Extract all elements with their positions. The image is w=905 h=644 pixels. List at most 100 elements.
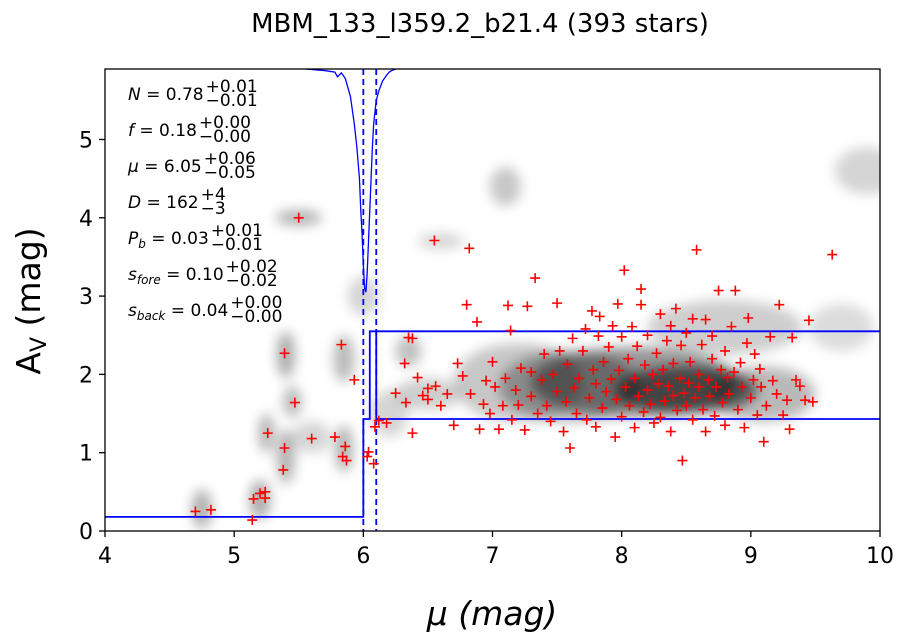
star-marker (652, 378, 663, 389)
star-marker (655, 309, 666, 320)
param-D-lower-err: −3 (201, 199, 226, 219)
param-sback-upper-err: +0.00 (230, 293, 282, 313)
star-marker (584, 392, 595, 403)
star-marker (709, 410, 720, 421)
star-marker (690, 392, 701, 403)
star-marker (586, 305, 597, 316)
star-marker (717, 397, 728, 408)
param-N-upper-err: +0.01 (206, 77, 258, 97)
param-sfore-upper-err: +0.02 (226, 257, 278, 277)
star-marker (663, 381, 674, 392)
star-marker (448, 420, 459, 431)
star-marker (373, 415, 384, 426)
star-marker (279, 348, 290, 359)
star-marker (336, 339, 347, 350)
star-marker (481, 375, 492, 386)
star-marker (694, 369, 705, 380)
star-marker (632, 341, 643, 352)
star-marker (571, 408, 582, 419)
star-marker (422, 383, 433, 394)
star-marker (803, 315, 814, 326)
star-marker (597, 403, 608, 414)
star-marker (735, 357, 746, 368)
star-marker (787, 332, 798, 343)
star-marker (341, 455, 352, 466)
y-tick-label: 4 (79, 207, 93, 232)
star-marker (691, 244, 702, 255)
star-marker (363, 446, 374, 457)
density-blob (191, 489, 213, 529)
param-mu-upper-err: +0.06 (204, 149, 256, 169)
star-marker (642, 330, 653, 341)
x-axis-title: μ (mag) (426, 594, 558, 633)
star-marker (651, 348, 662, 359)
star-marker (661, 335, 672, 346)
star-marker (580, 323, 591, 334)
star-marker (676, 340, 687, 351)
star-marker (464, 243, 475, 254)
star-marker (771, 388, 782, 399)
star-marker (598, 356, 609, 367)
star-marker (606, 374, 617, 385)
star-marker (601, 386, 612, 397)
star-marker (422, 394, 433, 405)
star-marker (639, 359, 650, 370)
star-marker (255, 488, 265, 499)
param-D: D = 162 (128, 193, 199, 213)
star-marker (329, 432, 340, 443)
star-marker (554, 345, 565, 356)
star-marker (638, 406, 649, 417)
y-axis-title-unit: (mag) (9, 227, 48, 337)
star-marker (510, 385, 521, 396)
star-marker (278, 464, 289, 475)
star-marker (407, 333, 418, 344)
star-marker (349, 374, 360, 385)
star-marker (362, 451, 373, 462)
y-tick-label: 0 (79, 520, 93, 545)
star-marker (369, 421, 380, 432)
star-marker (668, 390, 679, 401)
star-marker (562, 359, 573, 370)
star-marker (665, 426, 676, 437)
star-marker (696, 339, 707, 350)
chart-title: MBM_133_l359.2_b21.4 (393 stars) (251, 9, 709, 39)
star-marker (548, 369, 559, 380)
star-marker (765, 331, 776, 342)
star-marker (552, 386, 563, 397)
star-marker (827, 249, 838, 260)
star-marker (505, 325, 516, 336)
star-marker (723, 388, 734, 399)
fit-parameters: N = 0.78 +0.01−0.01f = 0.18 +0.00−0.00μ = … (127, 77, 282, 327)
star-marker (700, 426, 711, 437)
star-marker (784, 424, 795, 435)
x-tick-label: 9 (744, 544, 758, 569)
star-marker (611, 394, 622, 405)
star-marker (767, 375, 778, 386)
density-blob (647, 300, 803, 355)
param-f-upper-err: +0.00 (199, 113, 251, 133)
star-marker (672, 405, 683, 416)
star-marker (400, 397, 411, 408)
star-marker (645, 399, 656, 410)
density-blob (489, 166, 521, 207)
star-marker (707, 353, 718, 364)
density-blob (276, 331, 295, 379)
star-marker (536, 374, 547, 385)
star-marker (687, 313, 698, 324)
star-marker (736, 381, 747, 392)
star-marker (707, 331, 718, 342)
star-marker (774, 299, 785, 310)
star-marker (417, 390, 428, 401)
star-marker (526, 391, 537, 402)
star-marker (429, 235, 440, 246)
star-marker (636, 284, 647, 295)
star-marker (655, 412, 666, 423)
star-marker (532, 408, 543, 419)
star-marker (629, 422, 640, 433)
star-marker (541, 400, 552, 411)
star-marker (623, 353, 634, 364)
param-N: N = 0.78 (128, 85, 204, 105)
star-marker (629, 373, 640, 384)
star-marker (519, 424, 530, 435)
star-marker (647, 369, 658, 380)
